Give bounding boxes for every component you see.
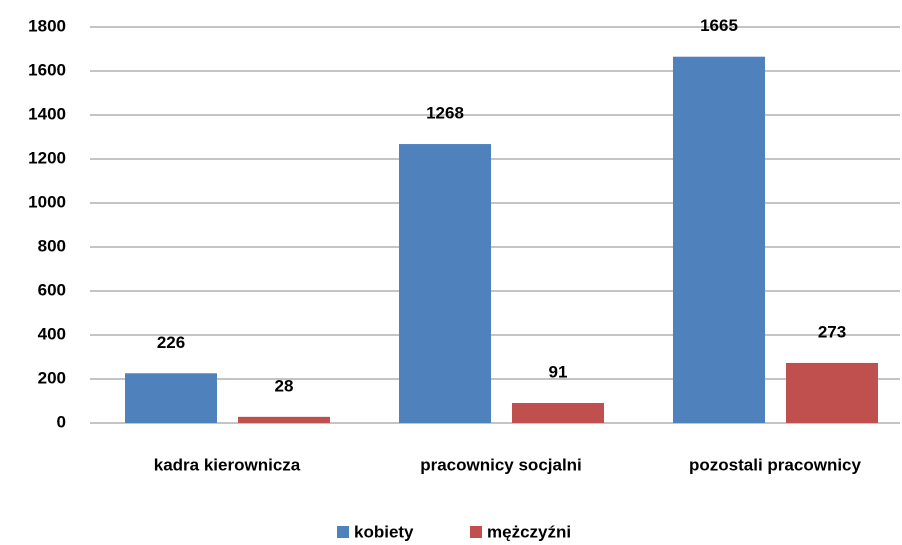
y-tick-label: 200 xyxy=(38,368,66,387)
legend-label: mężczyźni xyxy=(487,522,571,541)
x-tick-label: kadra kierownicza xyxy=(154,455,301,474)
data-label: 91 xyxy=(549,362,568,381)
bar xyxy=(238,416,330,423)
y-tick-label: 1400 xyxy=(28,104,66,123)
bar xyxy=(125,373,217,423)
x-tick-label: pozostali pracownicy xyxy=(689,455,861,474)
y-tick-label: 1000 xyxy=(28,192,66,211)
y-tick-label: 400 xyxy=(38,324,66,343)
legend-swatch xyxy=(470,526,482,538)
data-label: 28 xyxy=(275,376,294,395)
bar xyxy=(786,362,878,423)
bar xyxy=(512,402,604,423)
y-tick-label: 800 xyxy=(38,236,66,255)
legend-label: kobiety xyxy=(354,522,414,541)
legend-swatch xyxy=(337,526,349,538)
x-tick-label: pracownicy socjalni xyxy=(420,455,582,474)
bar xyxy=(673,56,765,423)
data-label: 273 xyxy=(818,322,846,341)
data-label: 226 xyxy=(157,333,185,352)
data-label: 1665 xyxy=(700,16,738,35)
y-tick-label: 1600 xyxy=(28,60,66,79)
y-tick-label: 1200 xyxy=(28,148,66,167)
bar xyxy=(399,144,491,424)
y-tick-label: 0 xyxy=(57,412,66,431)
y-tick-label: 600 xyxy=(38,280,66,299)
y-tick-label: 1800 xyxy=(28,16,66,35)
data-label: 1268 xyxy=(426,104,464,123)
